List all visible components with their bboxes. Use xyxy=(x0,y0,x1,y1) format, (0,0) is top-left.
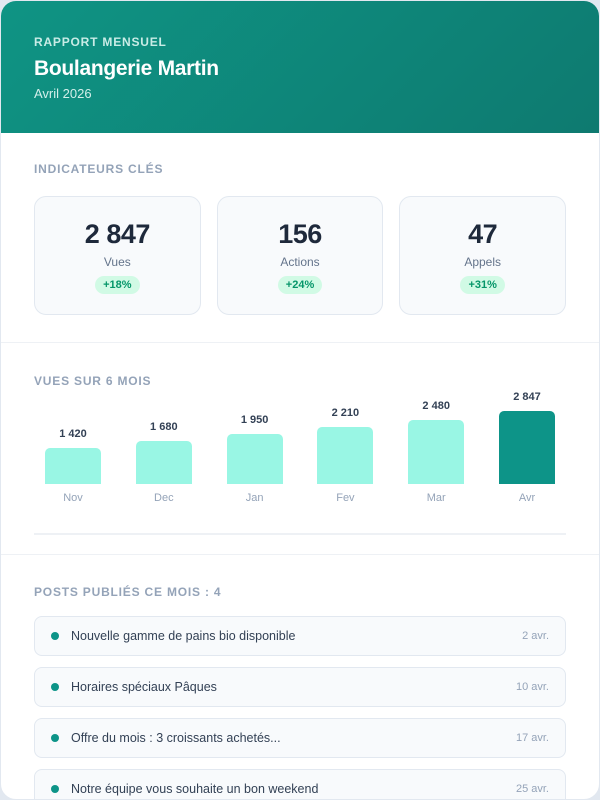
post-title: Offre du mois : 3 croissants achetés... xyxy=(71,731,281,745)
post-date: 2 avr. xyxy=(522,630,549,642)
bullet-dot-icon xyxy=(51,785,59,793)
bar-value-label: 1 950 xyxy=(240,414,269,426)
bar-chart: 1 420 Nov 1 680 Dec 1 950 Jan 2 210 Fev 2 480 Mar… xyxy=(34,388,566,538)
change-badge: +31% xyxy=(460,276,505,294)
kpi-section: INDICATEURS CLÉS 2 847 Vues +18% 156 Act… xyxy=(1,133,599,343)
post-title: Horaires spéciaux Pâques xyxy=(71,680,217,694)
post-list: Nouvelle gamme de pains bio disponible 2… xyxy=(34,616,566,799)
post-item[interactable]: Offre du mois : 3 croissants achetés... … xyxy=(34,718,566,758)
kpi-row: 2 847 Vues +18% 156 Actions +24% 47 Appe… xyxy=(34,196,567,315)
kpi-value: 2 847 xyxy=(84,219,151,249)
bar-category-label: Fev xyxy=(336,492,355,504)
post-item[interactable]: Nouvelle gamme de pains bio disponible 2… xyxy=(34,616,566,656)
kpi-card-actions: 156 Actions +24% xyxy=(216,196,384,315)
bar-category-label: Dec xyxy=(154,492,174,504)
post-item[interactable]: Horaires spéciaux Pâques 10 avr. xyxy=(34,667,566,707)
bullet-dot-icon xyxy=(51,734,59,742)
kpi-value: 156 xyxy=(278,219,322,249)
bar-category-label: Nov xyxy=(63,492,83,504)
bar-fev: 2 210 Fev xyxy=(317,388,374,526)
bar xyxy=(317,427,374,484)
post-item[interactable]: Notre équipe vous souhaite un bon weeken… xyxy=(34,769,566,799)
bar-value-label: 2 847 xyxy=(513,391,541,403)
posts-section: POSTS PUBLIÉS CE MOIS : 4 Nouvelle gamme… xyxy=(1,555,599,799)
post-title: Notre équipe vous souhaite un bon weeken… xyxy=(71,782,319,796)
bar-mar: 2 480 Mar xyxy=(408,388,465,526)
views-chart-section: VUES SUR 6 MOIS 1 420 Nov 1 680 Dec 1 950 Jan… xyxy=(1,343,599,555)
bar-nov: 1 420 Nov xyxy=(45,388,101,526)
change-badge: +18% xyxy=(95,276,140,294)
bar xyxy=(135,441,192,484)
business-name: Boulangerie Martin xyxy=(34,57,219,80)
bar-value-label: 2 210 xyxy=(331,407,360,419)
bar-dec: 1 680 Dec xyxy=(135,388,192,526)
kpi-label: Appels xyxy=(464,255,502,269)
bar-chart-plot: 1 420 Nov 1 680 Dec 1 950 Jan 2 210 Fev 2 480 Mar… xyxy=(34,388,566,504)
bar-avr: 2 847 Avr xyxy=(498,388,555,526)
report-header: RAPPORT MENSUEL Boulangerie Martin Avril… xyxy=(1,1,599,133)
bar-value-label: 2 480 xyxy=(422,400,450,412)
kpi-label: Vues xyxy=(103,255,131,269)
bar-jan: 1 950 Jan xyxy=(226,388,283,526)
bar xyxy=(408,420,465,484)
kpi-card-calls: 47 Appels +31% xyxy=(399,196,567,315)
kpi-value: 47 xyxy=(468,219,498,249)
bar-category-label: Jan xyxy=(245,492,264,504)
report-kicker: RAPPORT MENSUEL xyxy=(34,35,167,49)
change-badge: +24% xyxy=(277,276,323,294)
bar-category-label: Mar xyxy=(426,492,446,504)
bullet-dot-icon xyxy=(51,683,59,691)
post-date: 25 avr. xyxy=(515,783,549,795)
bar-value-label: 1 420 xyxy=(59,428,87,440)
kpi-card-views: 2 847 Vues +18% xyxy=(34,196,201,315)
bar-category-label: Avr xyxy=(518,492,536,504)
bar xyxy=(226,434,283,484)
section-title: VUES SUR 6 MOIS xyxy=(34,374,152,388)
post-title: Nouvelle gamme de pains bio disponible xyxy=(71,629,296,643)
bullet-dot-icon xyxy=(51,632,59,640)
bar xyxy=(498,411,555,484)
section-title: INDICATEURS CLÉS xyxy=(34,162,164,176)
bar-value-label: 1 680 xyxy=(150,421,178,433)
kpi-label: Actions xyxy=(280,255,320,269)
post-date: 17 avr. xyxy=(515,732,549,744)
report-period: Avril 2026 xyxy=(34,86,92,101)
bar xyxy=(45,448,101,484)
section-title: POSTS PUBLIÉS CE MOIS : 4 xyxy=(34,585,222,599)
divider xyxy=(34,533,566,535)
post-date: 10 avr. xyxy=(515,681,549,693)
